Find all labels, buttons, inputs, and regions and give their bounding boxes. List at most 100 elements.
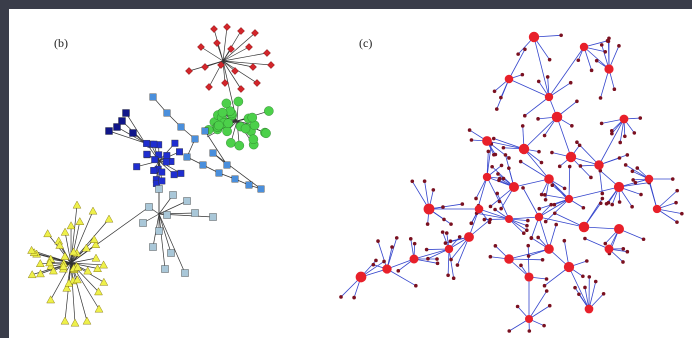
navy-square-node [129, 129, 137, 137]
edge [447, 248, 450, 276]
panel-label-c: (c) [359, 36, 373, 50]
yellow-triangle-node [72, 200, 82, 209]
edge [125, 112, 146, 144]
leaf-node [449, 257, 453, 262]
hub-node [504, 254, 514, 264]
leaf-node [352, 295, 356, 300]
edge [528, 305, 550, 320]
red-diamond-node [201, 63, 209, 71]
hub-node [544, 244, 554, 254]
hub-node [423, 203, 435, 215]
yellow-triangle-node [75, 217, 85, 225]
leaf-node [554, 222, 558, 227]
edge [508, 216, 540, 220]
leaf-node [536, 235, 540, 240]
leaf-node [567, 164, 572, 169]
yellow-triangle-node [27, 245, 36, 254]
lightblue-square-node [145, 203, 153, 211]
edge [648, 182, 658, 210]
edge [428, 203, 463, 210]
leaf-node [557, 164, 562, 169]
edge [413, 248, 450, 260]
leaf-node [606, 39, 611, 44]
yellow-triangle-node [94, 287, 103, 296]
leaf-node [488, 254, 493, 259]
leaf-node [527, 329, 532, 333]
edge [158, 200, 188, 215]
leaf-node [589, 175, 593, 180]
hub-node [524, 272, 534, 282]
leaf-node [507, 329, 512, 333]
skyblue-square-node [199, 161, 207, 169]
leaf-node [625, 249, 630, 254]
leaf-node [424, 247, 429, 252]
leaf-node [576, 58, 581, 63]
leaf-node [587, 275, 592, 279]
leaf-node [412, 241, 417, 246]
hub-node [613, 223, 625, 235]
edge [490, 186, 515, 207]
yellow-triangle-node [60, 316, 70, 325]
green-circle-node [222, 126, 232, 137]
edge [523, 148, 550, 180]
edge [600, 68, 610, 99]
leaf-node [609, 128, 614, 133]
skyblue-square-node [257, 185, 265, 193]
yellow-triangle-node [49, 266, 58, 275]
leaf-node [446, 273, 450, 278]
leaf-node [503, 153, 508, 157]
yellow-triangle-node [81, 243, 91, 252]
leaf-node [617, 156, 622, 160]
red-diamond-node [249, 63, 257, 71]
edge [524, 96, 550, 117]
blue-square-node [158, 177, 166, 185]
edge [386, 237, 398, 270]
edge [583, 46, 610, 70]
edge [448, 248, 455, 279]
edge [486, 143, 492, 178]
red-diamond-node [197, 43, 205, 51]
hub-node [579, 42, 589, 52]
yellow-triangle-node [66, 221, 76, 230]
red-diamond-node [253, 79, 261, 87]
lightblue-square-node [149, 243, 157, 251]
blue-square-node [150, 140, 158, 148]
leaf-node [499, 206, 503, 211]
leaf-node [451, 276, 456, 281]
yellow-triangle-node [104, 214, 114, 223]
leaf-node [542, 133, 547, 138]
red-diamond-node [251, 29, 259, 37]
green-circle-node [217, 107, 228, 118]
leaf-node [507, 156, 511, 160]
leaf-node [486, 149, 491, 154]
lightblue-square-node [209, 213, 217, 221]
leaf-node [562, 238, 567, 243]
leaf-node [612, 87, 617, 92]
hub-node [544, 174, 554, 184]
nodes-b [27, 23, 275, 327]
edge [158, 213, 172, 254]
leaf-node [623, 134, 627, 139]
edge [505, 154, 515, 188]
edge [545, 198, 570, 222]
leaf-node [374, 258, 378, 263]
lightblue-square-node [155, 185, 163, 193]
leaf-node [610, 131, 614, 136]
yellow-triangle-node [91, 253, 101, 262]
lightblue-square-node [163, 211, 171, 219]
leaf-node [593, 279, 598, 284]
leaf-node [583, 236, 587, 241]
leaf-node [670, 177, 675, 181]
leaf-node [425, 222, 430, 226]
lightblue-square-node [155, 227, 163, 235]
yellow-triangle-node [62, 283, 72, 292]
leaf-node [618, 140, 623, 145]
hub-node [482, 172, 492, 182]
red-diamond-node [210, 25, 218, 33]
blue-square-node [176, 148, 183, 156]
yellow-triangle-node [99, 277, 109, 286]
leaf-node [600, 196, 605, 201]
leaf-node [575, 99, 579, 104]
leaf-node [581, 205, 586, 210]
yellow-triangle-node [93, 264, 102, 272]
